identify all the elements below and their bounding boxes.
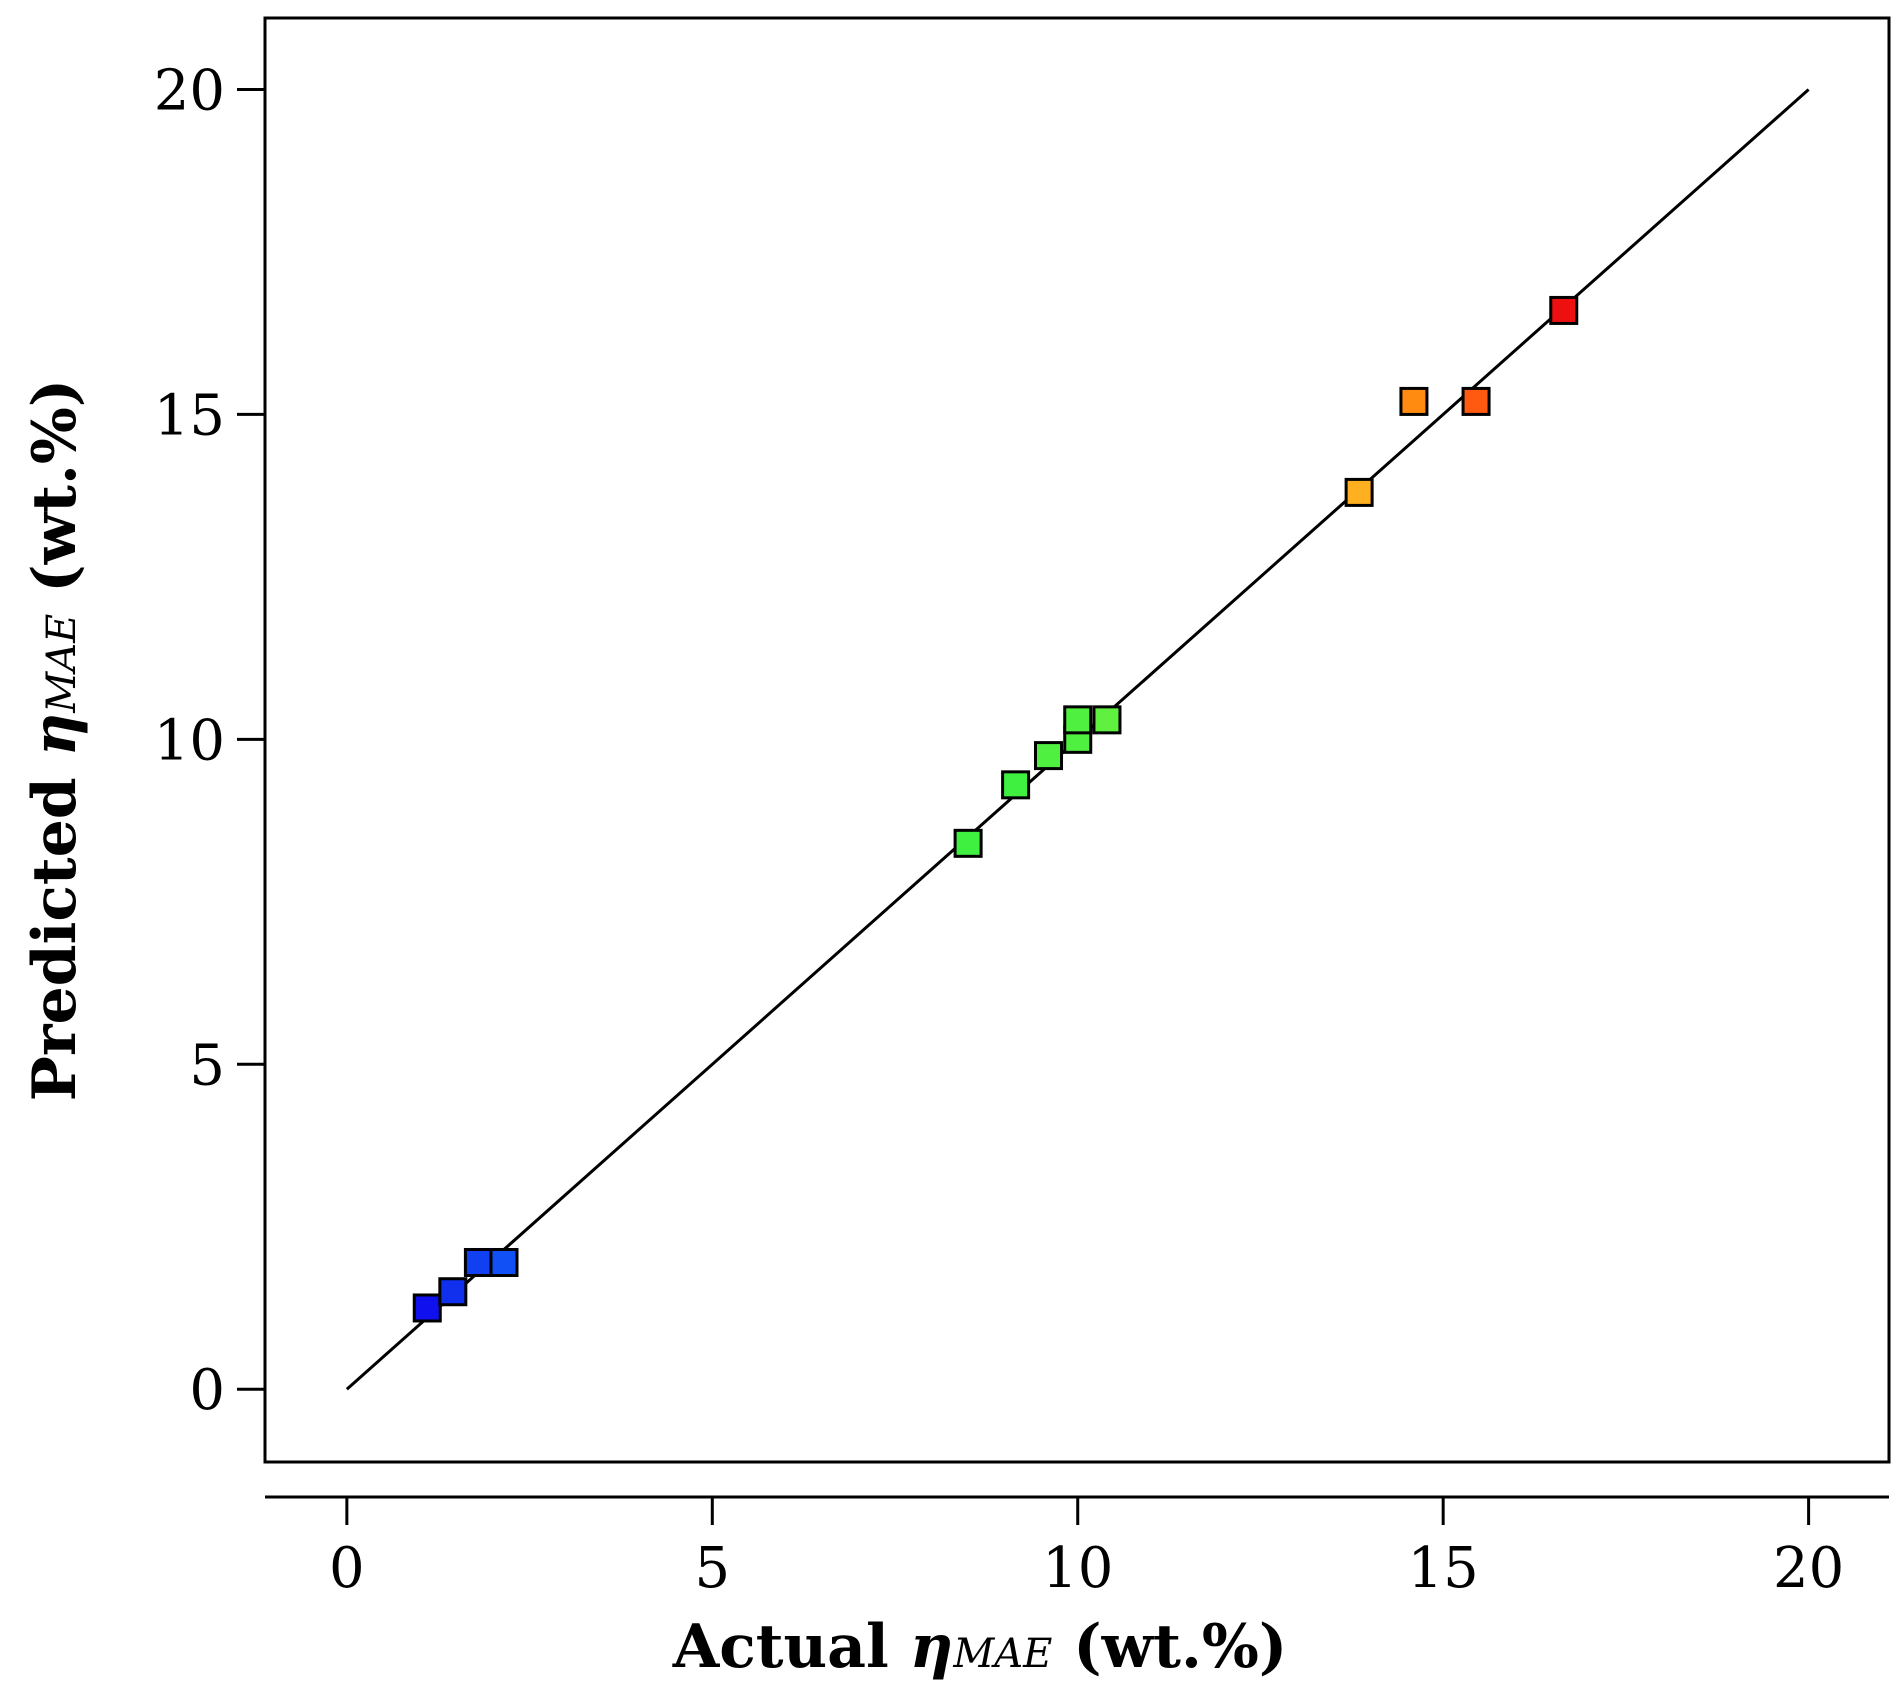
- y-axis-title-subscript: MAE: [39, 614, 85, 714]
- x-tick-label: 15: [1408, 1536, 1479, 1601]
- data-point: [1033, 741, 1063, 771]
- y-tick-label: 0: [189, 1358, 225, 1423]
- data-point: [438, 1277, 468, 1307]
- x-tick-label: 20: [1773, 1536, 1844, 1601]
- y-tick-label: 20: [154, 58, 225, 123]
- data-point: [1399, 386, 1429, 416]
- data-point: [489, 1247, 519, 1277]
- x-axis-title-suffix: (wt.%): [1052, 1612, 1287, 1682]
- data-point: [1549, 295, 1579, 325]
- x-axis-title-prefix: Actual: [672, 1612, 910, 1682]
- data-point: [1092, 705, 1122, 735]
- data-point: [1001, 770, 1031, 800]
- y-axis-title-symbol: η: [20, 713, 90, 757]
- x-tick-label: 0: [329, 1536, 365, 1601]
- x-axis: 0 5 10 15 20: [265, 1495, 1889, 1601]
- y-tick-label: 10: [154, 708, 225, 773]
- y-tick-label: 15: [154, 383, 225, 448]
- data-point: [1344, 477, 1374, 507]
- y-tick-label: 5: [189, 1033, 225, 1098]
- x-tick-label: 10: [1042, 1536, 1113, 1601]
- x-tick-label: 5: [694, 1536, 730, 1601]
- x-axis-title-symbol: η: [910, 1612, 954, 1682]
- x-axis-title-subscript: MAE: [952, 1631, 1052, 1677]
- y-axis-title: Predicted ηMAE (wt.%): [20, 379, 90, 1102]
- data-point: [412, 1293, 442, 1323]
- data-point: [953, 828, 983, 858]
- points-layer: [412, 295, 1579, 1323]
- y-axis: 0 5 10 15 20: [154, 58, 265, 1423]
- y-axis-title-prefix: Predicted: [20, 756, 90, 1101]
- data-point: [1063, 705, 1093, 735]
- x-axis-title: Actual ηMAE (wt.%): [672, 1612, 1288, 1682]
- y-axis-title-suffix: (wt.%): [20, 379, 90, 614]
- data-point: [1461, 386, 1491, 416]
- data-point: [463, 1247, 493, 1277]
